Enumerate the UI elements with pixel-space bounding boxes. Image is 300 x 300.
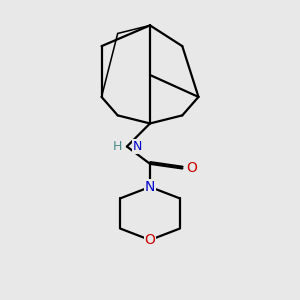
Text: H: H <box>113 140 122 153</box>
Text: N: N <box>133 140 142 153</box>
Text: O: O <box>145 233 155 247</box>
Text: N: N <box>145 180 155 194</box>
Text: O: O <box>186 161 197 176</box>
